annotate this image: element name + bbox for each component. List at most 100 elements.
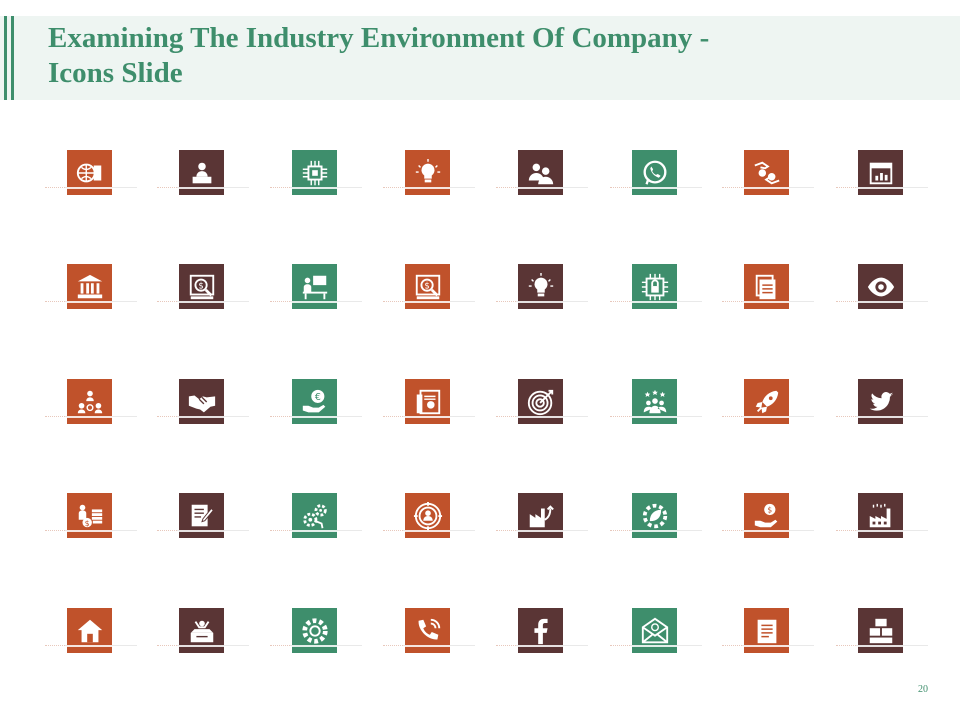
connector-dots — [496, 187, 516, 189]
connector-dots — [45, 645, 65, 647]
title-band — [0, 16, 960, 100]
gear-leaf-icon — [632, 493, 677, 538]
connector-dots — [157, 645, 177, 647]
connector-dots — [270, 301, 290, 303]
whatsapp-icon — [632, 150, 677, 195]
svg-text:$: $ — [84, 518, 89, 527]
icon-cell — [270, 264, 390, 324]
person-at-computer-desk-icon — [292, 264, 337, 309]
icon-cell — [45, 608, 165, 668]
icon-cell — [383, 493, 503, 553]
svg-text:$: $ — [198, 280, 203, 290]
warehouse-boxes-icon — [858, 608, 903, 653]
icon-cell — [383, 150, 503, 210]
connector-dots — [383, 301, 403, 303]
connector-dots — [45, 301, 65, 303]
connector-dots — [610, 645, 630, 647]
connector-dots — [270, 416, 290, 418]
icon-cell — [270, 150, 390, 210]
connector-dots — [45, 416, 65, 418]
certificate-icon — [405, 379, 450, 424]
icon-cell — [157, 379, 277, 439]
connector-dots — [722, 301, 742, 303]
circuit-chip-icon — [292, 150, 337, 195]
icon-cell — [157, 150, 277, 210]
icon-cell — [836, 379, 956, 439]
slide-title: Examining The Industry Environment Of Co… — [48, 22, 710, 89]
icon-cell — [270, 608, 390, 668]
connector-dots — [496, 645, 516, 647]
target-icon — [518, 379, 563, 424]
globe-building-icon — [67, 150, 112, 195]
connector-dots — [722, 416, 742, 418]
lightbulb-icon — [405, 150, 450, 195]
icon-cell — [45, 150, 165, 210]
connector-dots — [610, 301, 630, 303]
money-search-screen-icon: $ — [179, 264, 224, 309]
documents-icon — [744, 264, 789, 309]
hand-coin-icon: $ — [744, 493, 789, 538]
presenter-desk-icon — [179, 150, 224, 195]
calendar-chart-icon — [858, 150, 903, 195]
connector-dots — [610, 416, 630, 418]
user-group-icon — [518, 150, 563, 195]
icon-cell: $ — [45, 493, 165, 553]
gear-icon — [292, 608, 337, 653]
connector-dots — [157, 301, 177, 303]
team-network-icon — [67, 379, 112, 424]
money-search-screen-icon: $ — [405, 264, 450, 309]
connector-dots — [836, 530, 856, 532]
connector-dots — [270, 187, 290, 189]
connector-dots — [836, 416, 856, 418]
facebook-icon — [518, 608, 563, 653]
icon-cell — [496, 493, 616, 553]
icon-cell — [836, 264, 956, 324]
connector-dots — [157, 530, 177, 532]
email-envelope-icon — [632, 608, 677, 653]
connector-dots — [270, 530, 290, 532]
rated-team-icon — [632, 379, 677, 424]
icon-cell — [45, 264, 165, 324]
connector-dots — [836, 301, 856, 303]
euro-hand-icon: € — [292, 379, 337, 424]
icon-cell — [722, 264, 842, 324]
icon-cell — [496, 379, 616, 439]
connector-dots — [383, 530, 403, 532]
bank-building-icon — [67, 264, 112, 309]
connector-dots — [836, 187, 856, 189]
icon-cell: $ — [157, 264, 277, 324]
icon-cell: € — [270, 379, 390, 439]
phone-call-icon — [405, 608, 450, 653]
connector-dots — [45, 530, 65, 532]
connector-dots — [496, 530, 516, 532]
icon-cell — [836, 493, 956, 553]
eye-icon — [858, 264, 903, 309]
icon-cell: $ — [383, 264, 503, 324]
handshake-icon — [179, 379, 224, 424]
factory-growth-icon — [518, 493, 563, 538]
icon-cell — [496, 264, 616, 324]
connector-dots — [157, 187, 177, 189]
icon-cell — [610, 608, 730, 668]
circuit-lock-icon — [632, 264, 677, 309]
page-number: 20 — [918, 684, 928, 695]
document-edit-icon — [179, 493, 224, 538]
connector-dots — [383, 416, 403, 418]
connector-dots — [496, 301, 516, 303]
connector-dots — [270, 645, 290, 647]
icon-cell — [270, 493, 390, 553]
icon-cell — [610, 379, 730, 439]
icon-cell — [610, 493, 730, 553]
connector-dots — [157, 416, 177, 418]
connector-dots — [722, 530, 742, 532]
connector-dots — [383, 187, 403, 189]
icon-cell — [722, 379, 842, 439]
title-accent-bar — [11, 16, 14, 100]
home-icon — [67, 608, 112, 653]
connector-dots — [496, 416, 516, 418]
user-target-icon — [405, 493, 450, 538]
icon-cell — [836, 608, 956, 668]
icon-cell — [496, 150, 616, 210]
icon-cell — [383, 608, 503, 668]
